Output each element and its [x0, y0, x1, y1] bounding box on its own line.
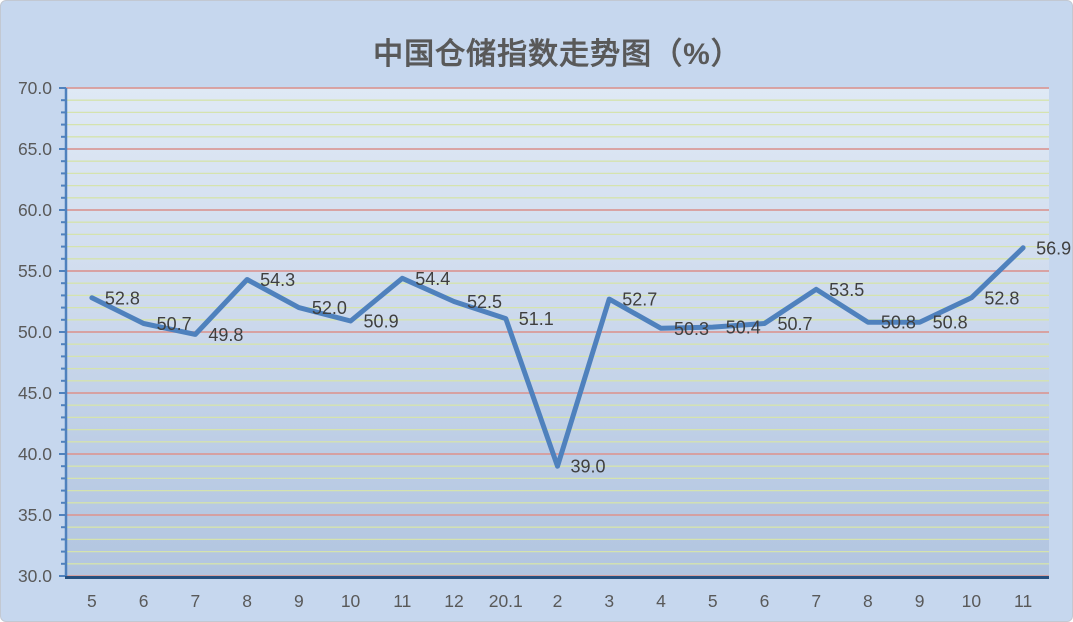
- y-tick-label: 40.0: [18, 444, 52, 464]
- x-tick-label: 3: [604, 591, 614, 611]
- x-tick-label: 20.1: [489, 591, 523, 611]
- data-label: 50.7: [777, 314, 812, 334]
- data-label: 52.8: [105, 288, 140, 308]
- x-tick-label: 11: [393, 591, 411, 611]
- x-tick-label: 6: [760, 591, 770, 611]
- data-label: 52.5: [467, 292, 502, 312]
- data-label: 51.1: [519, 309, 554, 329]
- data-label: 50.4: [726, 318, 761, 338]
- data-label: 50.8: [881, 313, 916, 333]
- x-tick-label: 2: [553, 591, 563, 611]
- x-tick-label: 11: [1014, 591, 1032, 611]
- series-line: [89, 245, 1026, 469]
- y-tick-label: 65.0: [18, 139, 52, 159]
- data-label: 50.7: [157, 314, 192, 334]
- x-tick-label: 6: [139, 591, 149, 611]
- x-tick-label: 5: [708, 591, 718, 611]
- y-tick-label: 45.0: [18, 383, 52, 403]
- y-tick-label: 35.0: [18, 505, 52, 525]
- data-label: 54.3: [260, 270, 295, 290]
- data-label: 56.9: [1036, 238, 1071, 258]
- y-tick-label: 70.0: [18, 78, 52, 98]
- data-label: 50.9: [364, 312, 399, 332]
- data-label: 49.8: [208, 325, 243, 345]
- x-tick-label: 7: [811, 591, 821, 611]
- data-label: 50.3: [674, 319, 709, 339]
- x-tick-label: 10: [962, 591, 982, 611]
- x-tick-label: 9: [915, 591, 925, 611]
- y-tick-label: 50.0: [18, 322, 52, 342]
- x-tick-label: 9: [294, 591, 304, 611]
- x-tick-label: 8: [242, 591, 252, 611]
- data-label: 39.0: [571, 457, 606, 477]
- data-label: 53.5: [829, 280, 864, 300]
- data-label: 54.4: [415, 269, 450, 289]
- x-tick-label: 5: [87, 591, 97, 611]
- x-tick-label: 7: [190, 591, 200, 611]
- chart-title: 中国仓储指数走势图（%）: [373, 38, 742, 71]
- data-label: 52.0: [312, 298, 347, 318]
- data-label: 50.8: [933, 313, 968, 333]
- y-tick-label: 60.0: [18, 200, 52, 220]
- x-tick-label: 12: [444, 591, 463, 611]
- y-tick-label: 30.0: [18, 566, 52, 586]
- data-label: 52.8: [984, 288, 1019, 308]
- data-label: 52.7: [622, 290, 657, 310]
- y-tick-label: 55.0: [18, 261, 52, 281]
- x-tick-label: 8: [863, 591, 873, 611]
- x-tick-label: 4: [656, 591, 666, 611]
- x-tick-label: 10: [341, 591, 361, 611]
